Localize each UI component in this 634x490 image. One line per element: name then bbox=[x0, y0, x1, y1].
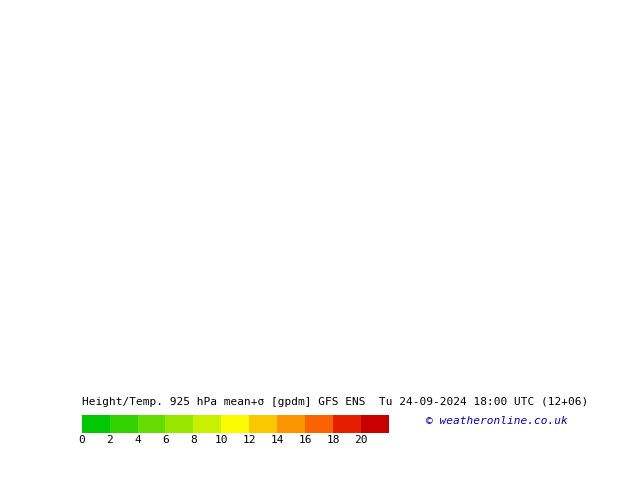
Bar bbox=[110, 416, 138, 433]
Bar bbox=[249, 416, 277, 433]
Bar bbox=[361, 416, 389, 433]
Text: 8: 8 bbox=[190, 435, 197, 445]
Bar bbox=[305, 416, 333, 433]
Text: 14: 14 bbox=[270, 435, 284, 445]
Text: 0: 0 bbox=[79, 435, 85, 445]
Bar bbox=[138, 416, 165, 433]
Text: 10: 10 bbox=[214, 435, 228, 445]
Bar bbox=[221, 416, 249, 433]
Text: 18: 18 bbox=[327, 435, 340, 445]
Bar bbox=[277, 416, 305, 433]
Bar bbox=[333, 416, 361, 433]
Text: © weatheronline.co.uk: © weatheronline.co.uk bbox=[427, 416, 568, 426]
Text: 6: 6 bbox=[162, 435, 169, 445]
Bar bbox=[193, 416, 221, 433]
Text: 2: 2 bbox=[107, 435, 113, 445]
Text: 20: 20 bbox=[354, 435, 368, 445]
Text: 4: 4 bbox=[134, 435, 141, 445]
Text: 16: 16 bbox=[299, 435, 312, 445]
Text: 12: 12 bbox=[242, 435, 256, 445]
Bar bbox=[82, 416, 110, 433]
Bar bbox=[165, 416, 193, 433]
Text: Height/Temp. 925 hPa mean+σ [gpdm] GFS ENS  Tu 24-09-2024 18:00 UTC (12+06): Height/Temp. 925 hPa mean+σ [gpdm] GFS E… bbox=[82, 397, 588, 407]
